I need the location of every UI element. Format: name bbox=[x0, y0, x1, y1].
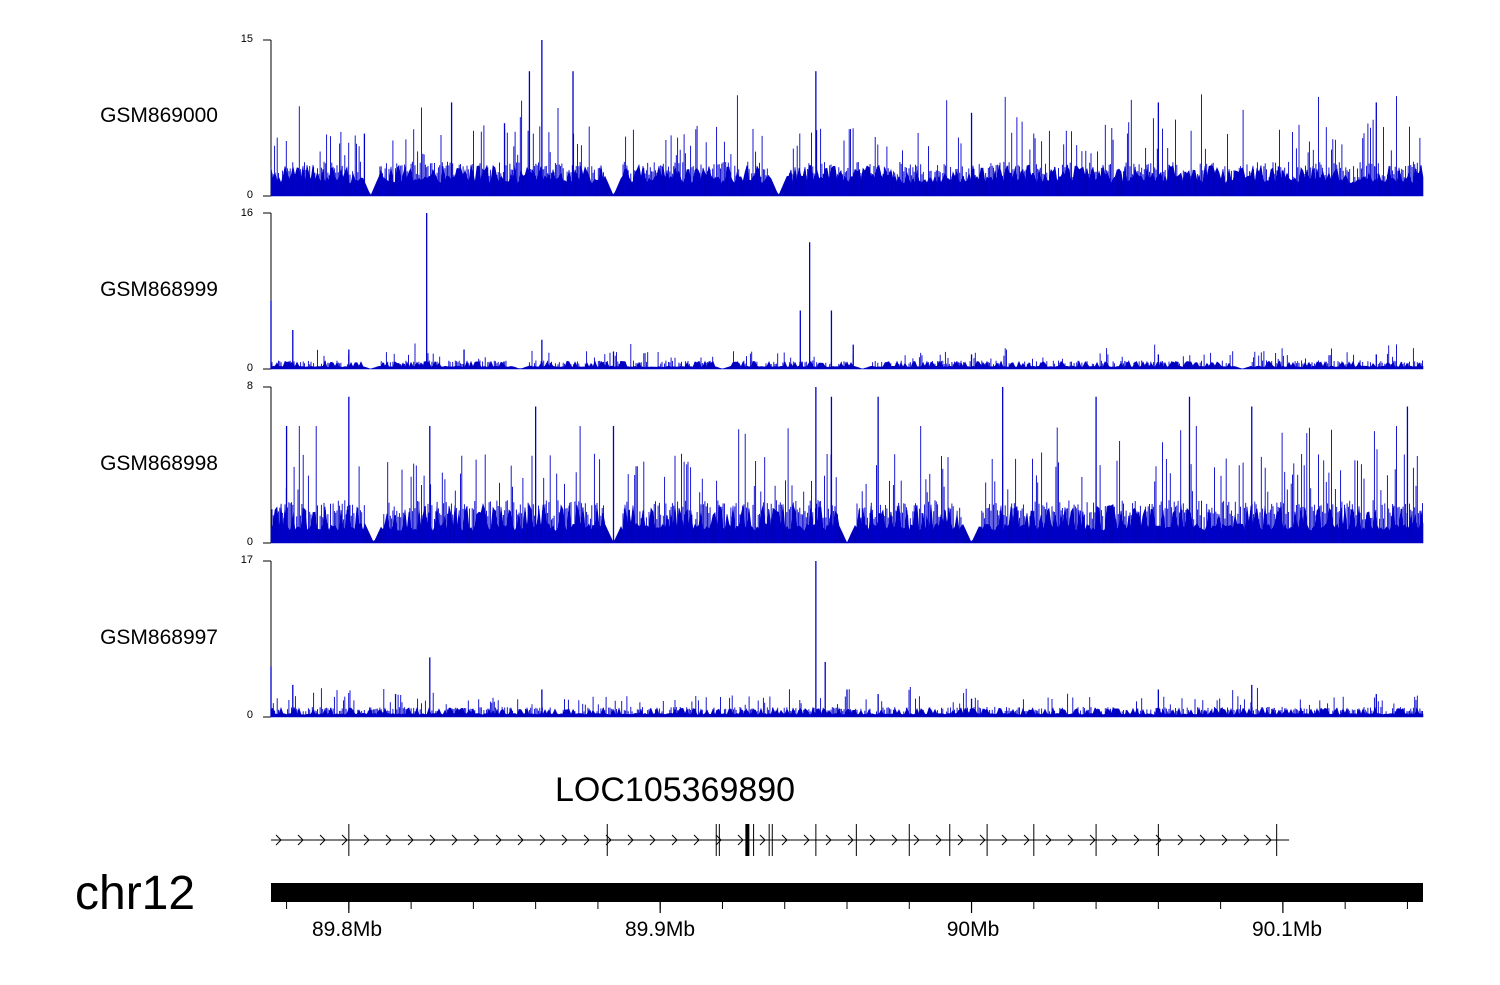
chromosome-ideogram bbox=[271, 883, 1423, 902]
track-0-ymin: 0 bbox=[246, 189, 253, 201]
gene-major-exon bbox=[745, 824, 750, 856]
track-3-noise-spikes bbox=[271, 687, 1423, 717]
axis-tick-label-0: 89.8Mb bbox=[311, 918, 383, 941]
track-label-0: GSM869000 bbox=[100, 104, 218, 127]
gene-strand-arrows bbox=[275, 834, 1272, 846]
track-label-3: GSM868997 bbox=[100, 626, 218, 649]
track-1-noise-spikes bbox=[271, 343, 1423, 369]
axis-tick-label-1: 89.9Mb bbox=[624, 918, 696, 941]
track-0-ymax: 15 bbox=[240, 33, 253, 45]
track-2-ymax: 8 bbox=[246, 380, 253, 392]
gene-name-label: LOC105369890 bbox=[555, 771, 796, 809]
track-label-2: GSM868998 bbox=[100, 452, 218, 475]
track-3-ymax: 17 bbox=[240, 554, 253, 566]
track-0-noise-spikes bbox=[271, 94, 1423, 196]
track-label-1: GSM868999 bbox=[100, 278, 218, 301]
track-1-ymin: 0 bbox=[246, 362, 253, 374]
track-1-ymax: 16 bbox=[240, 207, 253, 219]
track-1-signal-area bbox=[270, 360, 1424, 370]
track-2-noise-spikes bbox=[271, 426, 1423, 543]
track-3-ymin: 0 bbox=[246, 709, 253, 721]
axis-tick-label-2: 90Mb bbox=[946, 918, 1000, 941]
track-2-ymin: 0 bbox=[246, 536, 253, 548]
chromosome-label: chr12 bbox=[75, 867, 196, 920]
axis-tick-label-3: 90.1Mb bbox=[1251, 918, 1323, 941]
